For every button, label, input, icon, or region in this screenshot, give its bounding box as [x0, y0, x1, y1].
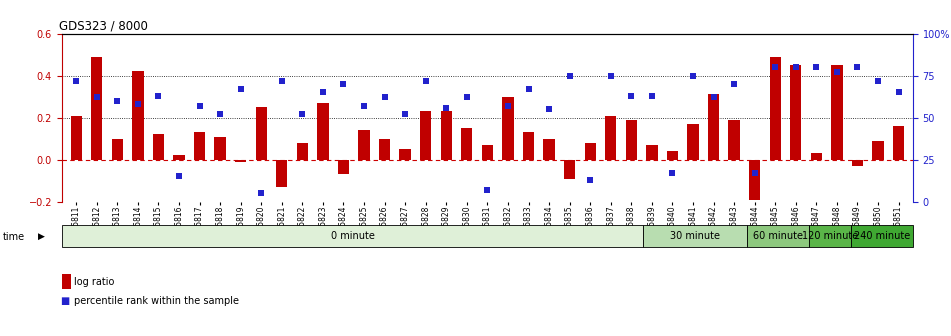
- Point: [583, 177, 598, 182]
- Point: [541, 107, 556, 112]
- Bar: [194, 132, 205, 160]
- Point: [870, 78, 885, 83]
- Point: [171, 174, 186, 179]
- Bar: [318, 103, 328, 160]
- Bar: [523, 132, 534, 160]
- Bar: [790, 65, 802, 160]
- Bar: [728, 120, 740, 160]
- Bar: [688, 124, 699, 160]
- Bar: [359, 130, 370, 160]
- Point: [624, 93, 639, 98]
- Bar: [810, 153, 822, 160]
- Point: [479, 187, 495, 193]
- Point: [89, 95, 105, 100]
- Bar: [893, 126, 904, 160]
- Bar: [831, 65, 843, 160]
- Bar: [420, 111, 432, 160]
- Point: [233, 86, 248, 92]
- Text: time: time: [3, 232, 25, 242]
- Point: [212, 112, 227, 117]
- Bar: [749, 160, 760, 200]
- Bar: [626, 120, 637, 160]
- Bar: [564, 160, 575, 178]
- Text: 120 minute: 120 minute: [802, 231, 858, 241]
- Point: [686, 73, 701, 78]
- Point: [706, 95, 721, 100]
- Bar: [647, 145, 657, 160]
- Bar: [91, 57, 103, 160]
- Bar: [338, 160, 349, 174]
- Bar: [62, 225, 643, 247]
- Bar: [643, 225, 747, 247]
- Point: [459, 95, 475, 100]
- Point: [665, 170, 680, 176]
- Bar: [399, 149, 411, 160]
- Point: [274, 78, 289, 83]
- Bar: [297, 143, 308, 160]
- Bar: [502, 97, 514, 160]
- Point: [418, 78, 434, 83]
- Text: ■: ■: [60, 296, 69, 306]
- Point: [562, 73, 577, 78]
- Bar: [378, 138, 390, 160]
- Text: percentile rank within the sample: percentile rank within the sample: [74, 296, 240, 306]
- Point: [747, 170, 763, 176]
- Bar: [482, 145, 493, 160]
- Point: [295, 112, 310, 117]
- Bar: [769, 57, 781, 160]
- Bar: [215, 136, 225, 160]
- Text: GDS323 / 8000: GDS323 / 8000: [59, 19, 148, 33]
- Point: [850, 65, 865, 70]
- Point: [151, 93, 166, 98]
- Bar: [440, 111, 452, 160]
- Bar: [851, 225, 913, 247]
- Point: [891, 90, 906, 95]
- Text: 0 minute: 0 minute: [331, 231, 375, 241]
- Point: [254, 191, 269, 196]
- Point: [808, 65, 824, 70]
- Text: 240 minute: 240 minute: [854, 231, 910, 241]
- Point: [377, 95, 392, 100]
- Point: [603, 73, 618, 78]
- Text: 60 minute: 60 minute: [753, 231, 803, 241]
- Bar: [70, 116, 82, 160]
- Bar: [585, 143, 596, 160]
- Point: [727, 81, 742, 87]
- Point: [130, 101, 146, 107]
- Text: log ratio: log ratio: [74, 277, 114, 287]
- Bar: [809, 225, 851, 247]
- Bar: [461, 128, 473, 160]
- Bar: [543, 138, 554, 160]
- Bar: [153, 134, 165, 160]
- Point: [398, 112, 413, 117]
- Point: [788, 65, 804, 70]
- Bar: [132, 72, 144, 160]
- Point: [357, 103, 372, 109]
- Point: [767, 65, 783, 70]
- Bar: [173, 155, 184, 160]
- Point: [500, 103, 515, 109]
- Point: [336, 81, 351, 87]
- Bar: [605, 116, 616, 160]
- Point: [521, 86, 536, 92]
- Bar: [235, 160, 246, 162]
- Text: 30 minute: 30 minute: [670, 231, 720, 241]
- Point: [68, 78, 84, 83]
- Point: [316, 90, 331, 95]
- Bar: [747, 225, 809, 247]
- Bar: [872, 141, 883, 160]
- Point: [192, 103, 207, 109]
- Bar: [111, 138, 123, 160]
- Point: [438, 105, 454, 110]
- Bar: [667, 151, 678, 160]
- Bar: [276, 160, 287, 187]
- Point: [109, 98, 125, 103]
- Bar: [708, 94, 719, 160]
- Bar: [852, 160, 864, 166]
- Text: ▶: ▶: [38, 233, 45, 241]
- Point: [829, 70, 844, 75]
- Point: [644, 93, 659, 98]
- Bar: [256, 107, 267, 160]
